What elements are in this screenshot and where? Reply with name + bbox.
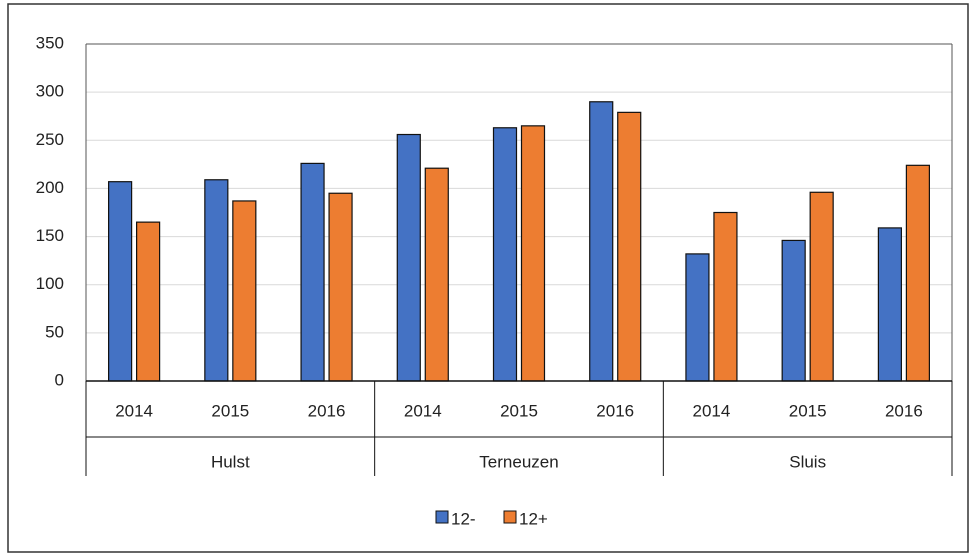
- x-tick-label: 2015: [211, 401, 249, 420]
- bar: [781, 239, 806, 382]
- bar: [877, 227, 902, 382]
- bar: [589, 101, 614, 382]
- x-tick-label: 2015: [500, 401, 538, 420]
- x-tick-label: 2014: [115, 401, 153, 420]
- x-tick-label: 2016: [596, 401, 634, 420]
- legend-swatch: [435, 510, 449, 524]
- bar: [328, 192, 353, 382]
- x-tick-label: 2014: [693, 401, 731, 420]
- y-tick-label: 300: [36, 82, 64, 101]
- y-tick-label: 350: [36, 33, 64, 52]
- bar: [492, 127, 518, 382]
- bar: [617, 111, 642, 382]
- bar: [232, 200, 257, 382]
- bar: [136, 221, 161, 382]
- x-tick-label: 2016: [308, 401, 346, 420]
- bar: [204, 179, 229, 382]
- legend-label: 12+: [519, 509, 548, 528]
- group-label: Hulst: [211, 452, 250, 471]
- y-tick-label: 0: [55, 370, 64, 389]
- legend-swatch: [503, 510, 517, 524]
- bar: [685, 253, 710, 382]
- bar: [300, 162, 325, 382]
- y-tick-label: 250: [36, 130, 64, 149]
- bar: [396, 133, 421, 382]
- legend-label: 12-: [451, 509, 476, 528]
- chart-frame: [7, 3, 969, 553]
- x-tick-label: 2016: [885, 401, 923, 420]
- y-tick-label: 150: [36, 226, 64, 245]
- bar: [108, 181, 133, 382]
- y-tick-label: 200: [36, 178, 64, 197]
- x-tick-label: 2014: [404, 401, 442, 420]
- bar: [809, 191, 834, 382]
- bar: [424, 167, 449, 382]
- x-tick-label: 2015: [789, 401, 827, 420]
- group-label: Sluis: [789, 452, 826, 471]
- bar: [713, 211, 738, 382]
- y-tick-label: 50: [45, 322, 64, 341]
- y-tick-label: 100: [36, 274, 64, 293]
- group-label: Terneuzen: [479, 452, 558, 471]
- bar: [905, 164, 930, 382]
- bar: [520, 125, 546, 382]
